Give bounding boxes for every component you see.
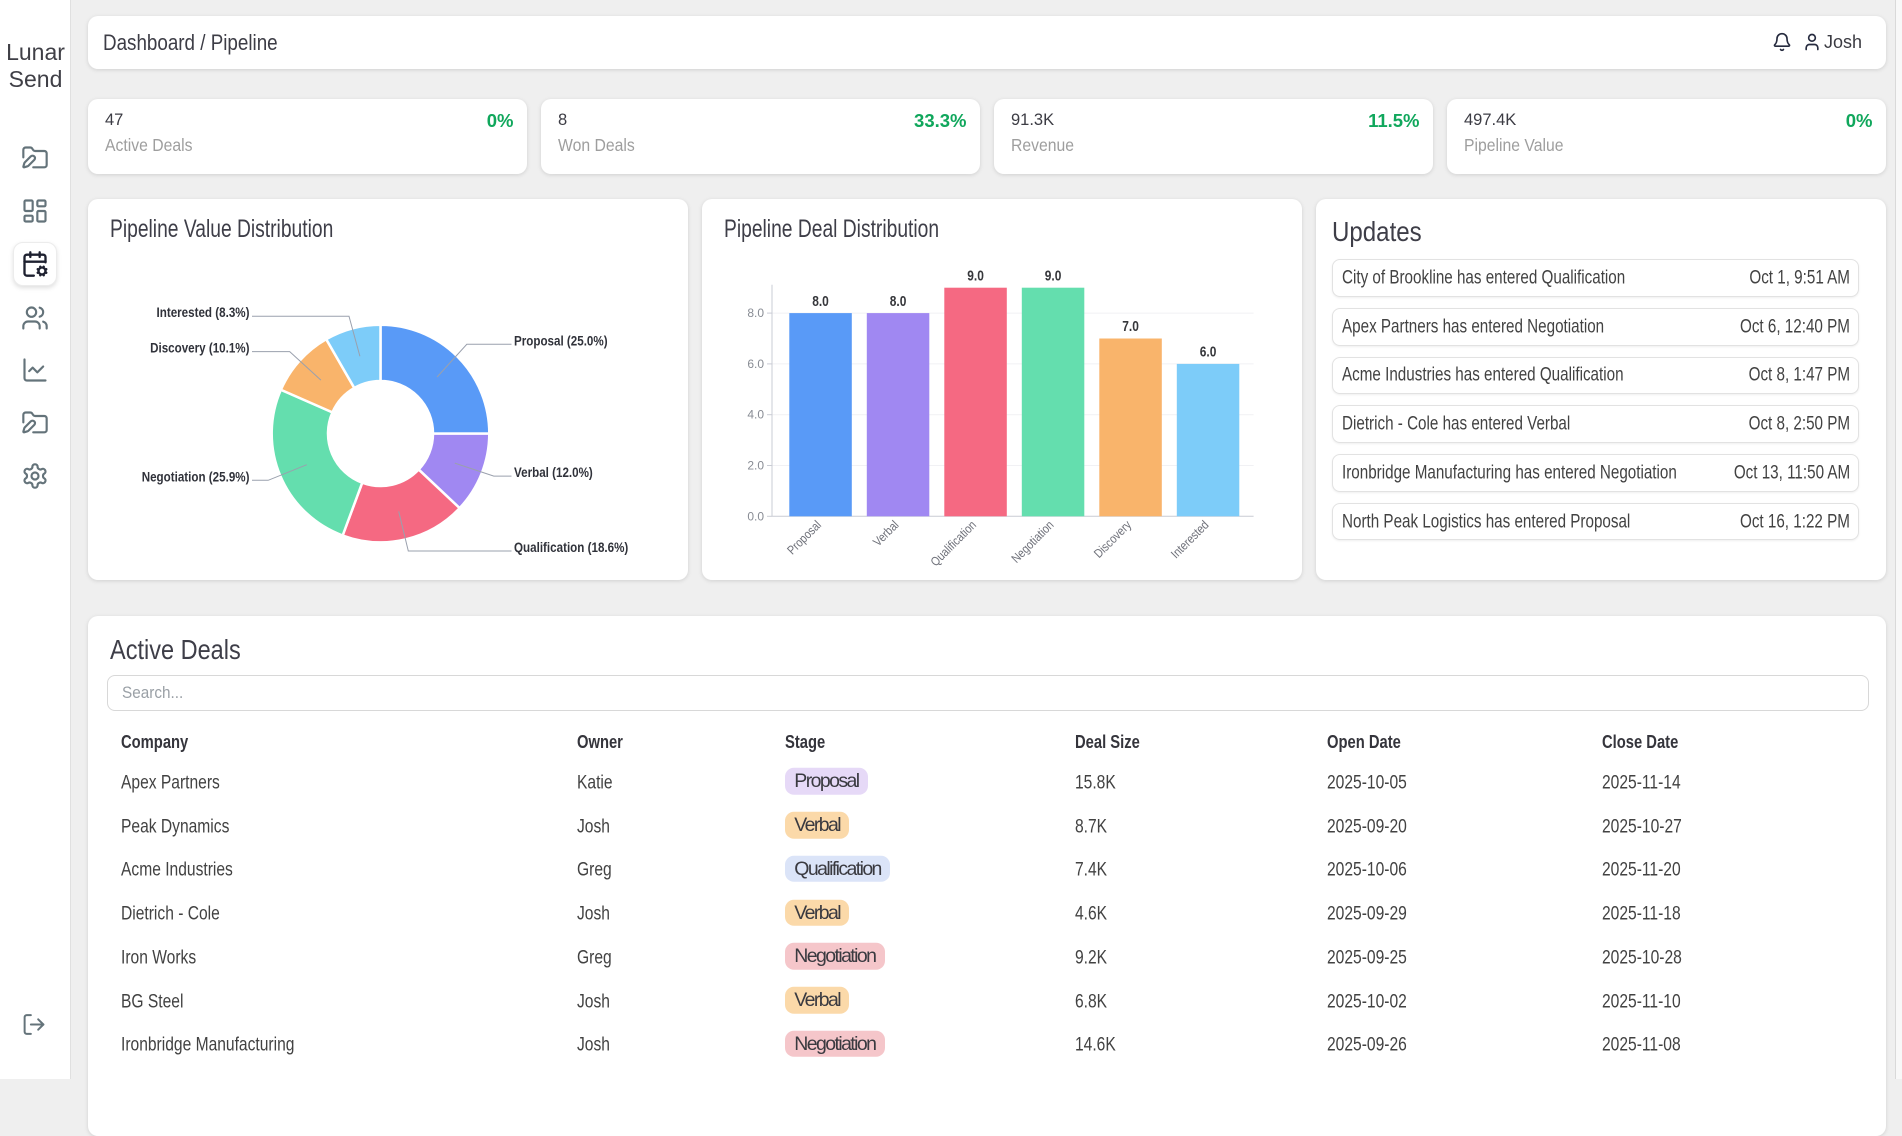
svg-text:6.0: 6.0: [747, 357, 764, 371]
svg-text:Discovery: Discovery: [1091, 517, 1134, 560]
svg-text:9.0: 9.0: [967, 268, 984, 284]
svg-text:Interested: Interested: [1168, 518, 1211, 561]
svg-text:8.0: 8.0: [747, 306, 764, 320]
svg-text:6.0: 6.0: [1200, 345, 1217, 361]
svg-text:4.0: 4.0: [747, 408, 764, 422]
svg-text:Qualification: Qualification: [928, 518, 979, 569]
svg-text:0.0: 0.0: [747, 509, 764, 523]
svg-text:Negotiation: Negotiation: [1009, 518, 1057, 566]
svg-text:2.0: 2.0: [747, 459, 764, 473]
svg-text:Negotiation (25.9%): Negotiation (25.9%): [142, 469, 250, 484]
svg-text:Qualification (18.6%): Qualification (18.6%): [514, 540, 628, 555]
svg-text:Proposal (25.0%): Proposal (25.0%): [514, 333, 608, 348]
svg-text:Interested (8.3%): Interested (8.3%): [157, 305, 250, 320]
svg-text:Discovery (10.1%): Discovery (10.1%): [150, 341, 249, 356]
svg-text:8.0: 8.0: [812, 294, 829, 310]
svg-text:Verbal: Verbal: [870, 518, 901, 549]
svg-text:8.0: 8.0: [890, 294, 907, 310]
svg-text:7.0: 7.0: [1122, 319, 1139, 335]
svg-text:9.0: 9.0: [1045, 268, 1062, 284]
svg-text:Proposal: Proposal: [784, 518, 824, 558]
svg-text:Verbal (12.0%): Verbal (12.0%): [514, 465, 593, 480]
